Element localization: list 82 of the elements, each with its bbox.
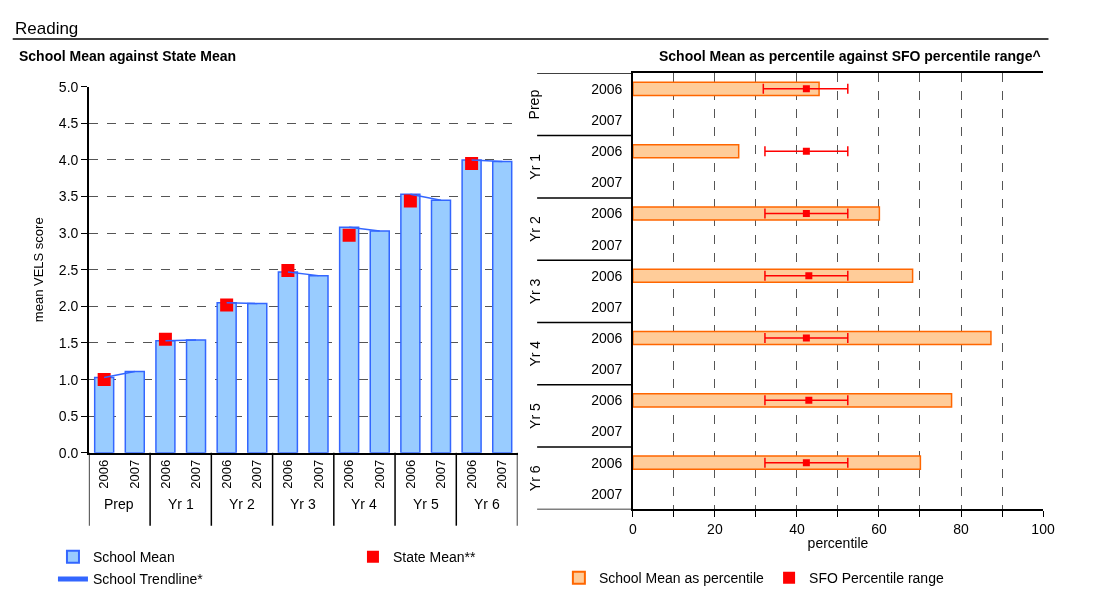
y-tick-label: 1.0: [58, 371, 79, 388]
x-tick-label: 2006: [218, 459, 234, 489]
x-tick-label: 2007: [494, 459, 510, 489]
bar: [632, 330, 992, 346]
y-tick-label: 0.5: [58, 408, 79, 425]
legend-label: State Mean**: [392, 549, 477, 566]
y-tick-label: 1.5: [58, 334, 79, 351]
x-tick-label: 2007: [433, 459, 449, 489]
y-tick-label: 2007: [591, 174, 623, 191]
y-tick-label: 5.0: [58, 78, 79, 95]
y-tick-label: 2007: [591, 111, 623, 128]
x-tick-label: 2007: [310, 459, 326, 489]
text: Yr 6: [474, 496, 500, 512]
x-tick-label: 2006: [402, 459, 418, 489]
x-tick-label: 2006: [157, 459, 173, 489]
x-tick-label: 2007: [371, 459, 387, 489]
y-tick-label: 2.0: [58, 298, 79, 315]
y-tick-label: 2007: [591, 423, 623, 440]
legend-label: School Trendline*: [92, 571, 204, 588]
y-tick-label: 2006: [591, 205, 623, 222]
text: Yr 5: [527, 402, 544, 429]
legend-label: School Mean: [92, 549, 175, 566]
legend-label: SFO Percentile range: [809, 570, 944, 587]
text: Yr 3: [290, 496, 316, 512]
text: Yr 3: [526, 278, 543, 305]
bar: [632, 455, 922, 470]
y-tick-label: 3.0: [58, 225, 79, 242]
x-axis-title: percentile: [807, 534, 869, 551]
text: Yr 4: [351, 496, 377, 512]
text: Yr 4: [527, 340, 544, 367]
text: Prep: [104, 496, 134, 512]
x-tick-label: 20: [707, 520, 723, 537]
bar: [632, 268, 914, 284]
bar: [632, 206, 881, 221]
text: Yr 2: [526, 216, 543, 242]
x-tick-label: 40: [789, 520, 805, 537]
bar: [632, 81, 820, 97]
text: Yr 2: [229, 496, 255, 512]
point: [220, 298, 234, 312]
x-tick-label: 2006: [280, 459, 296, 489]
x-tick-label: 60: [871, 520, 887, 537]
y-tick-label: 2006: [591, 267, 623, 284]
point: [281, 263, 295, 277]
x-tick-label: 2006: [341, 459, 357, 489]
text: Yr 1: [527, 153, 544, 180]
text: Yr 1: [168, 496, 194, 512]
y-tick-label: 4.0: [58, 151, 79, 168]
y-tick-label: 4.5: [58, 115, 79, 132]
x-tick-label: 100: [1031, 520, 1055, 537]
y-tick-label: 0.0: [58, 444, 79, 461]
legend-label: School Mean as percentile: [598, 570, 765, 587]
y-tick-label: 2007: [591, 236, 623, 253]
x-tick-label: 2007: [188, 459, 204, 489]
chart-subtitle: School Mean against State Mean: [19, 48, 237, 64]
point: [342, 228, 356, 242]
bar: [632, 143, 740, 159]
y-tick-label: 2007: [591, 485, 623, 502]
x-tick-label: 80: [953, 520, 969, 537]
text: Prep: [526, 89, 543, 120]
x-tick-label: 2007: [249, 459, 265, 489]
bar: [632, 393, 953, 408]
y-tick-label: 2006: [591, 392, 623, 409]
point: [158, 332, 172, 346]
text: Yr 5: [413, 496, 439, 512]
chart-title: Reading: [15, 19, 79, 38]
y-axis-title: mean VELS score: [31, 217, 47, 323]
point: [403, 194, 417, 208]
x-tick-label: 2006: [463, 459, 479, 489]
y-tick-label: 2007: [591, 298, 623, 315]
x-tick-label: 2007: [127, 459, 143, 489]
y-tick-label: 2006: [591, 329, 623, 346]
y-tick-label: 2007: [591, 361, 623, 378]
x-tick-label: 0: [628, 520, 637, 537]
x-tick-label: 2006: [96, 459, 112, 489]
y-tick-label: 3.5: [58, 188, 79, 205]
chart-title: School Mean as percentile against SFO percentile range^: [659, 48, 1041, 64]
y-tick-label: 2.5: [58, 261, 79, 278]
text: Yr 6: [526, 465, 543, 492]
point: [465, 157, 479, 171]
y-tick-label: 2006: [591, 80, 623, 97]
y-tick-label: 2006: [591, 143, 623, 160]
point: [97, 373, 111, 387]
